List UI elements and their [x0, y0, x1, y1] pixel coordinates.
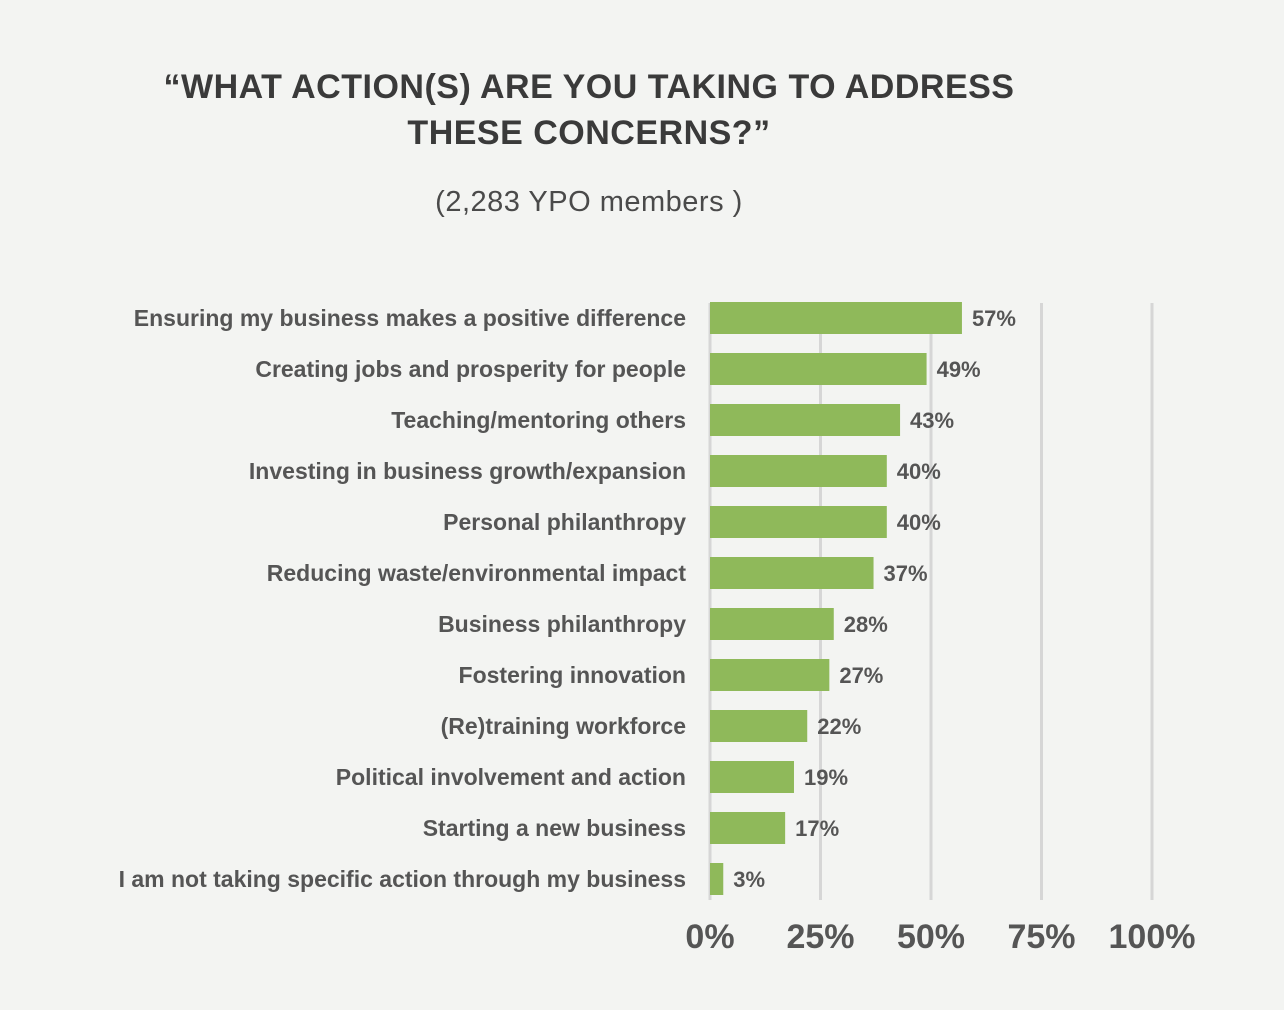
- bar: [710, 353, 927, 385]
- category-label: Fostering innovation: [459, 662, 686, 688]
- bars: [710, 302, 962, 895]
- value-label: 27%: [839, 663, 883, 688]
- bar: [710, 506, 887, 538]
- x-tick-label: 25%: [786, 918, 854, 956]
- x-axis-ticks: 0% 25% 50% 75% 100%: [685, 918, 1195, 956]
- category-label: Teaching/mentoring others: [391, 407, 686, 433]
- category-label: Reducing waste/environmental impact: [267, 560, 687, 586]
- bar: [710, 812, 786, 844]
- chart-title: “WHAT ACTION(S) ARE YOU TAKING TO ADDRES…: [0, 64, 1178, 156]
- category-label: Starting a new business: [423, 815, 686, 841]
- category-label: (Re)training workforce: [441, 713, 686, 739]
- bar: [710, 659, 830, 691]
- value-label: 43%: [910, 408, 954, 433]
- category-label: Personal philanthropy: [443, 509, 686, 535]
- bar: [710, 455, 887, 487]
- category-label: Business philanthropy: [438, 611, 686, 637]
- category-labels: Ensuring my business makes a positive di…: [119, 305, 687, 892]
- value-labels: 57% 49% 43% 40% 40% 37% 28% 27% 22% 19% 17% 3%: [733, 306, 1016, 892]
- bar: [710, 863, 724, 895]
- value-label: 28%: [844, 612, 888, 637]
- chart-title-line-1: “WHAT ACTION(S) ARE YOU TAKING TO ADDRES…: [163, 68, 1015, 106]
- bar: [710, 710, 808, 742]
- value-label: 19%: [804, 765, 848, 790]
- value-label: 40%: [897, 510, 941, 535]
- category-label: Political involvement and action: [336, 764, 686, 790]
- bar: [710, 404, 901, 436]
- x-tick-label: 100%: [1109, 918, 1196, 956]
- category-label: Ensuring my business makes a positive di…: [134, 305, 686, 331]
- value-label: 40%: [897, 459, 941, 484]
- bar: [710, 302, 962, 334]
- value-label: 17%: [795, 816, 839, 841]
- x-tick-label: 0%: [685, 918, 734, 956]
- chart-subtitle: (2,283 YPO members ): [435, 186, 743, 218]
- x-tick-label: 50%: [897, 918, 965, 956]
- bar: [710, 608, 834, 640]
- category-label: Investing in business growth/expansion: [249, 458, 686, 484]
- category-label: I am not taking specific action through …: [119, 866, 686, 892]
- value-label: 22%: [817, 714, 861, 739]
- category-label: Creating jobs and prosperity for people: [255, 356, 686, 382]
- bar: [710, 761, 794, 793]
- chart-title-line-2: THESE CONCERNS?”: [407, 114, 771, 152]
- value-label: 49%: [937, 357, 981, 382]
- value-label: 57%: [972, 306, 1016, 331]
- value-label: 3%: [733, 867, 765, 892]
- x-tick-label: 75%: [1007, 918, 1075, 956]
- gridlines: [708, 303, 1154, 900]
- bar: [710, 557, 874, 589]
- value-label: 37%: [884, 561, 928, 586]
